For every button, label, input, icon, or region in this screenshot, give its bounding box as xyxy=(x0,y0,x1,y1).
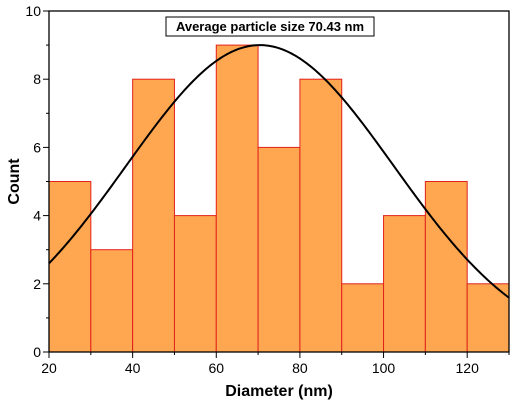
histogram-bar-8 xyxy=(341,283,385,353)
x-tick-label: 20 xyxy=(41,360,57,376)
x-tick-label: 120 xyxy=(456,360,480,376)
y-tick-label: 4 xyxy=(33,208,41,224)
gaussian-fit-curve xyxy=(48,44,510,299)
histogram-bar-7 xyxy=(299,78,343,353)
x-tick-label: 40 xyxy=(125,360,141,376)
annotation-text: Average particle size 70.43 nm xyxy=(176,19,364,34)
average-size-annotation: Average particle size 70.43 nm xyxy=(165,16,375,37)
histogram-bar-3 xyxy=(132,78,175,353)
y-axis-title: Count xyxy=(6,158,23,205)
y-tick-label: 0 xyxy=(33,344,41,360)
bars-group xyxy=(48,44,510,353)
histogram-bar-6 xyxy=(257,146,301,353)
histogram-bar-5 xyxy=(215,44,259,353)
y-tick-label: 8 xyxy=(33,71,41,87)
x-tick-label: 100 xyxy=(372,360,396,376)
y-tick-label: 2 xyxy=(33,276,41,292)
x-tick-label: 60 xyxy=(208,360,224,376)
histogram-bar-2 xyxy=(90,249,134,353)
y-tick-label: 10 xyxy=(25,3,41,19)
y-axis-ticks: 0 2 4 6 8 10 xyxy=(25,3,49,360)
y-tick-label: 6 xyxy=(33,139,41,155)
histogram-bar-1 xyxy=(48,181,92,353)
histogram-bar-10 xyxy=(424,181,468,353)
histogram-bar-4 xyxy=(173,215,217,353)
histogram-bar-9 xyxy=(383,215,426,353)
x-tick-label: 80 xyxy=(292,360,308,376)
annotation-box xyxy=(165,16,375,37)
x-axis-title: Diameter (nm) xyxy=(225,383,333,400)
histogram-bar-11 xyxy=(466,283,510,353)
x-axis-ticks: 20 40 60 80 100 120 xyxy=(41,352,510,376)
